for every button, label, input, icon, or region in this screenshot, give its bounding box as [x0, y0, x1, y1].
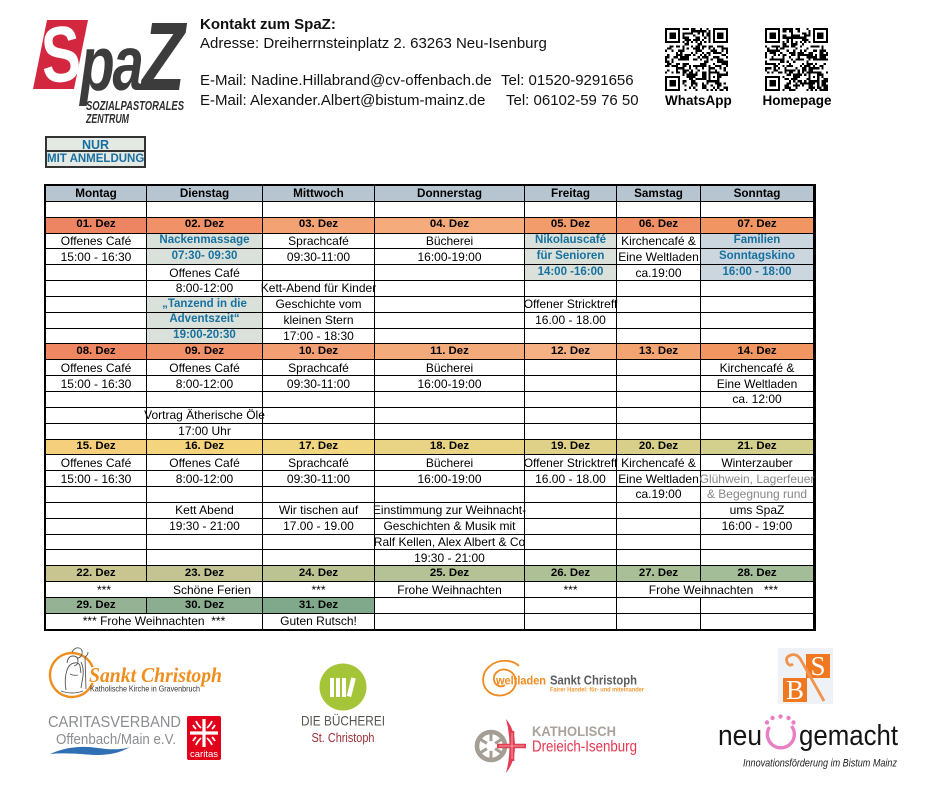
- svg-text:CARITASVERBAND: CARITASVERBAND: [48, 714, 181, 731]
- svg-text:Offenbach/Main e.V.: Offenbach/Main e.V.: [56, 731, 176, 748]
- svg-text:S: S: [810, 651, 825, 681]
- svg-text:KATHOLISCH: KATHOLISCH: [532, 723, 616, 739]
- svg-text:Z: Z: [140, 2, 188, 111]
- svg-text:Sankt Christoph: Sankt Christoph: [550, 673, 637, 688]
- svg-text:pa: pa: [79, 21, 143, 107]
- svg-text:B: B: [786, 675, 804, 705]
- svg-text:weltladen: weltladen: [495, 674, 546, 688]
- svg-text:DIE BÜCHEREI: DIE BÜCHEREI: [301, 712, 385, 729]
- svg-text:gemacht: gemacht: [799, 720, 898, 752]
- svg-text:Sankt Christoph: Sankt Christoph: [89, 663, 222, 687]
- svg-text:SOZIALPASTORALES: SOZIALPASTORALES: [86, 98, 184, 113]
- svg-text:S: S: [39, 8, 82, 100]
- svg-text:Dreieich-Isenburg: Dreieich-Isenburg: [532, 739, 637, 756]
- svg-text:Innovationsförderung im Bistum: Innovationsförderung im Bistum Mainz: [743, 758, 897, 770]
- svg-text:Fairer Handel: für- und mitein: Fairer Handel: für- und miteinander: [550, 687, 644, 694]
- svg-text:St. Christoph: St. Christoph: [312, 730, 375, 745]
- svg-text:caritas: caritas: [190, 749, 218, 760]
- svg-text:neu: neu: [718, 720, 762, 752]
- svg-text:Katholische Kirche in Gravenbr: Katholische Kirche in Gravenbruch: [90, 684, 200, 694]
- svg-text:ZENTRUM: ZENTRUM: [85, 111, 129, 126]
